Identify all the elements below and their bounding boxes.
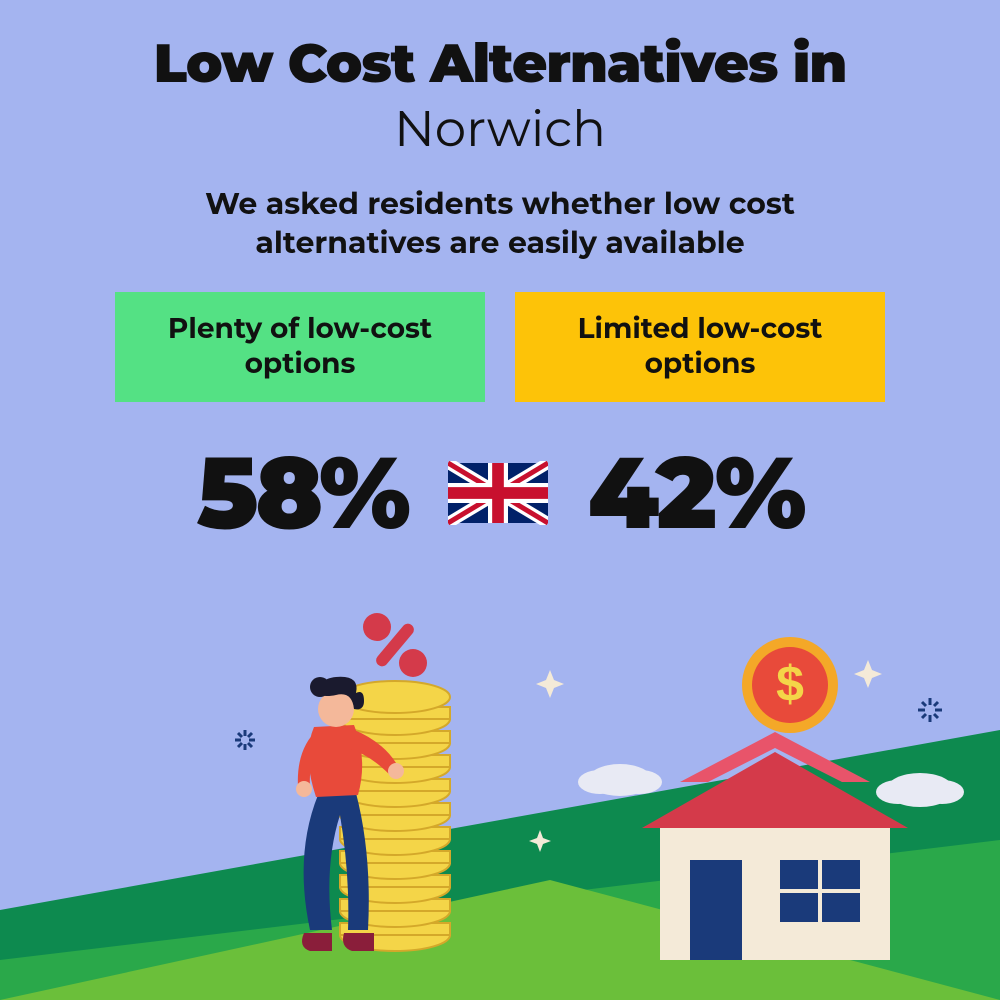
content-area: Low Cost Alternatives in Norwich We aske… xyxy=(0,0,1000,554)
title-line-1: Low Cost Alternatives in xyxy=(0,30,1000,96)
uk-flag-icon xyxy=(448,461,548,525)
option-box-plenty: Plenty of low-cost options xyxy=(115,292,485,402)
dollar-coin-icon: $ xyxy=(742,637,838,733)
percent-icon xyxy=(363,613,427,677)
option-label-plenty: Plenty of low-cost options xyxy=(145,312,455,382)
cloud-icon xyxy=(578,764,662,796)
stats-row: 58% 42% xyxy=(0,432,1000,554)
option-box-limited: Limited low-cost options xyxy=(515,292,885,402)
stat-limited: 42% xyxy=(588,432,804,554)
stat-plenty: 58% xyxy=(196,432,407,554)
subtitle: We asked residents whether low cost alte… xyxy=(140,184,860,262)
title-city: Norwich xyxy=(0,98,1000,159)
option-boxes: Plenty of low-cost options Limited low-c… xyxy=(0,292,1000,402)
option-label-limited: Limited low-cost options xyxy=(545,312,855,382)
svg-text:$: $ xyxy=(776,656,804,712)
decorative-illustration: $ xyxy=(0,600,1000,1000)
